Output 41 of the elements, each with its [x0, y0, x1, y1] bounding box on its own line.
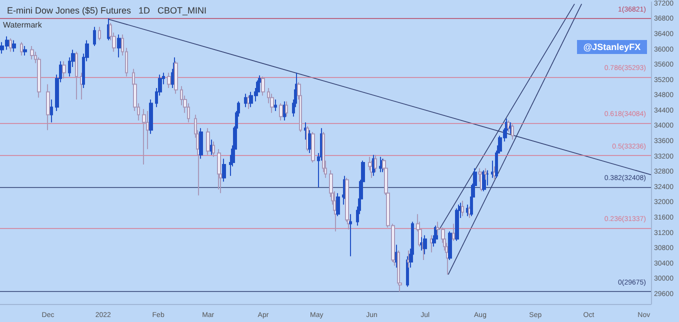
candlestick: [493, 166, 496, 180]
candlestick: [62, 60, 66, 79]
candlestick: [274, 98, 277, 112]
candlestick: [511, 124, 514, 140]
candlestick: [142, 108, 146, 165]
candlestick: [448, 230, 452, 261]
candlestick: [206, 128, 210, 156]
candlestick: [167, 72, 171, 89]
candlestick: [46, 84, 50, 131]
annotation: @JStanleyFX: [583, 42, 641, 52]
candlestick: [349, 214, 352, 257]
candlestick: [452, 223, 455, 242]
candlestick: [212, 141, 215, 158]
candlestick: [210, 139, 213, 156]
candlestick: [461, 200, 464, 217]
candlestick: [308, 130, 311, 154]
candlestick: [98, 26, 101, 41]
candlestick: [222, 158, 226, 182]
candlestick: [379, 156, 382, 173]
candlestick: [285, 100, 288, 118]
candlestick: [117, 34, 121, 58]
candlestick: [50, 98, 53, 123]
candlestick: [30, 45, 34, 60]
candlestick: [491, 160, 494, 178]
candlestick: [23, 45, 27, 56]
candlestick: [199, 128, 203, 160]
candlestick: [93, 26, 96, 46]
candlestick: [12, 40, 16, 52]
candlestick: [374, 154, 377, 173]
candlestick: [261, 76, 265, 96]
candlestick: [149, 98, 153, 134]
candlestick: [9, 38, 12, 52]
chart-title: E-mini Dow Jones ($5) Futures 1D CBOT_MINI: [7, 6, 207, 16]
candlestick: [75, 51, 78, 100]
candlestick: [20, 42, 23, 56]
candlestick: [244, 93, 247, 108]
candlestick: [311, 131, 315, 164]
candlestick: [509, 122, 512, 134]
annotation: Watermark: [3, 20, 43, 30]
candlestick: [279, 102, 283, 122]
candlestick: [336, 192, 340, 217]
